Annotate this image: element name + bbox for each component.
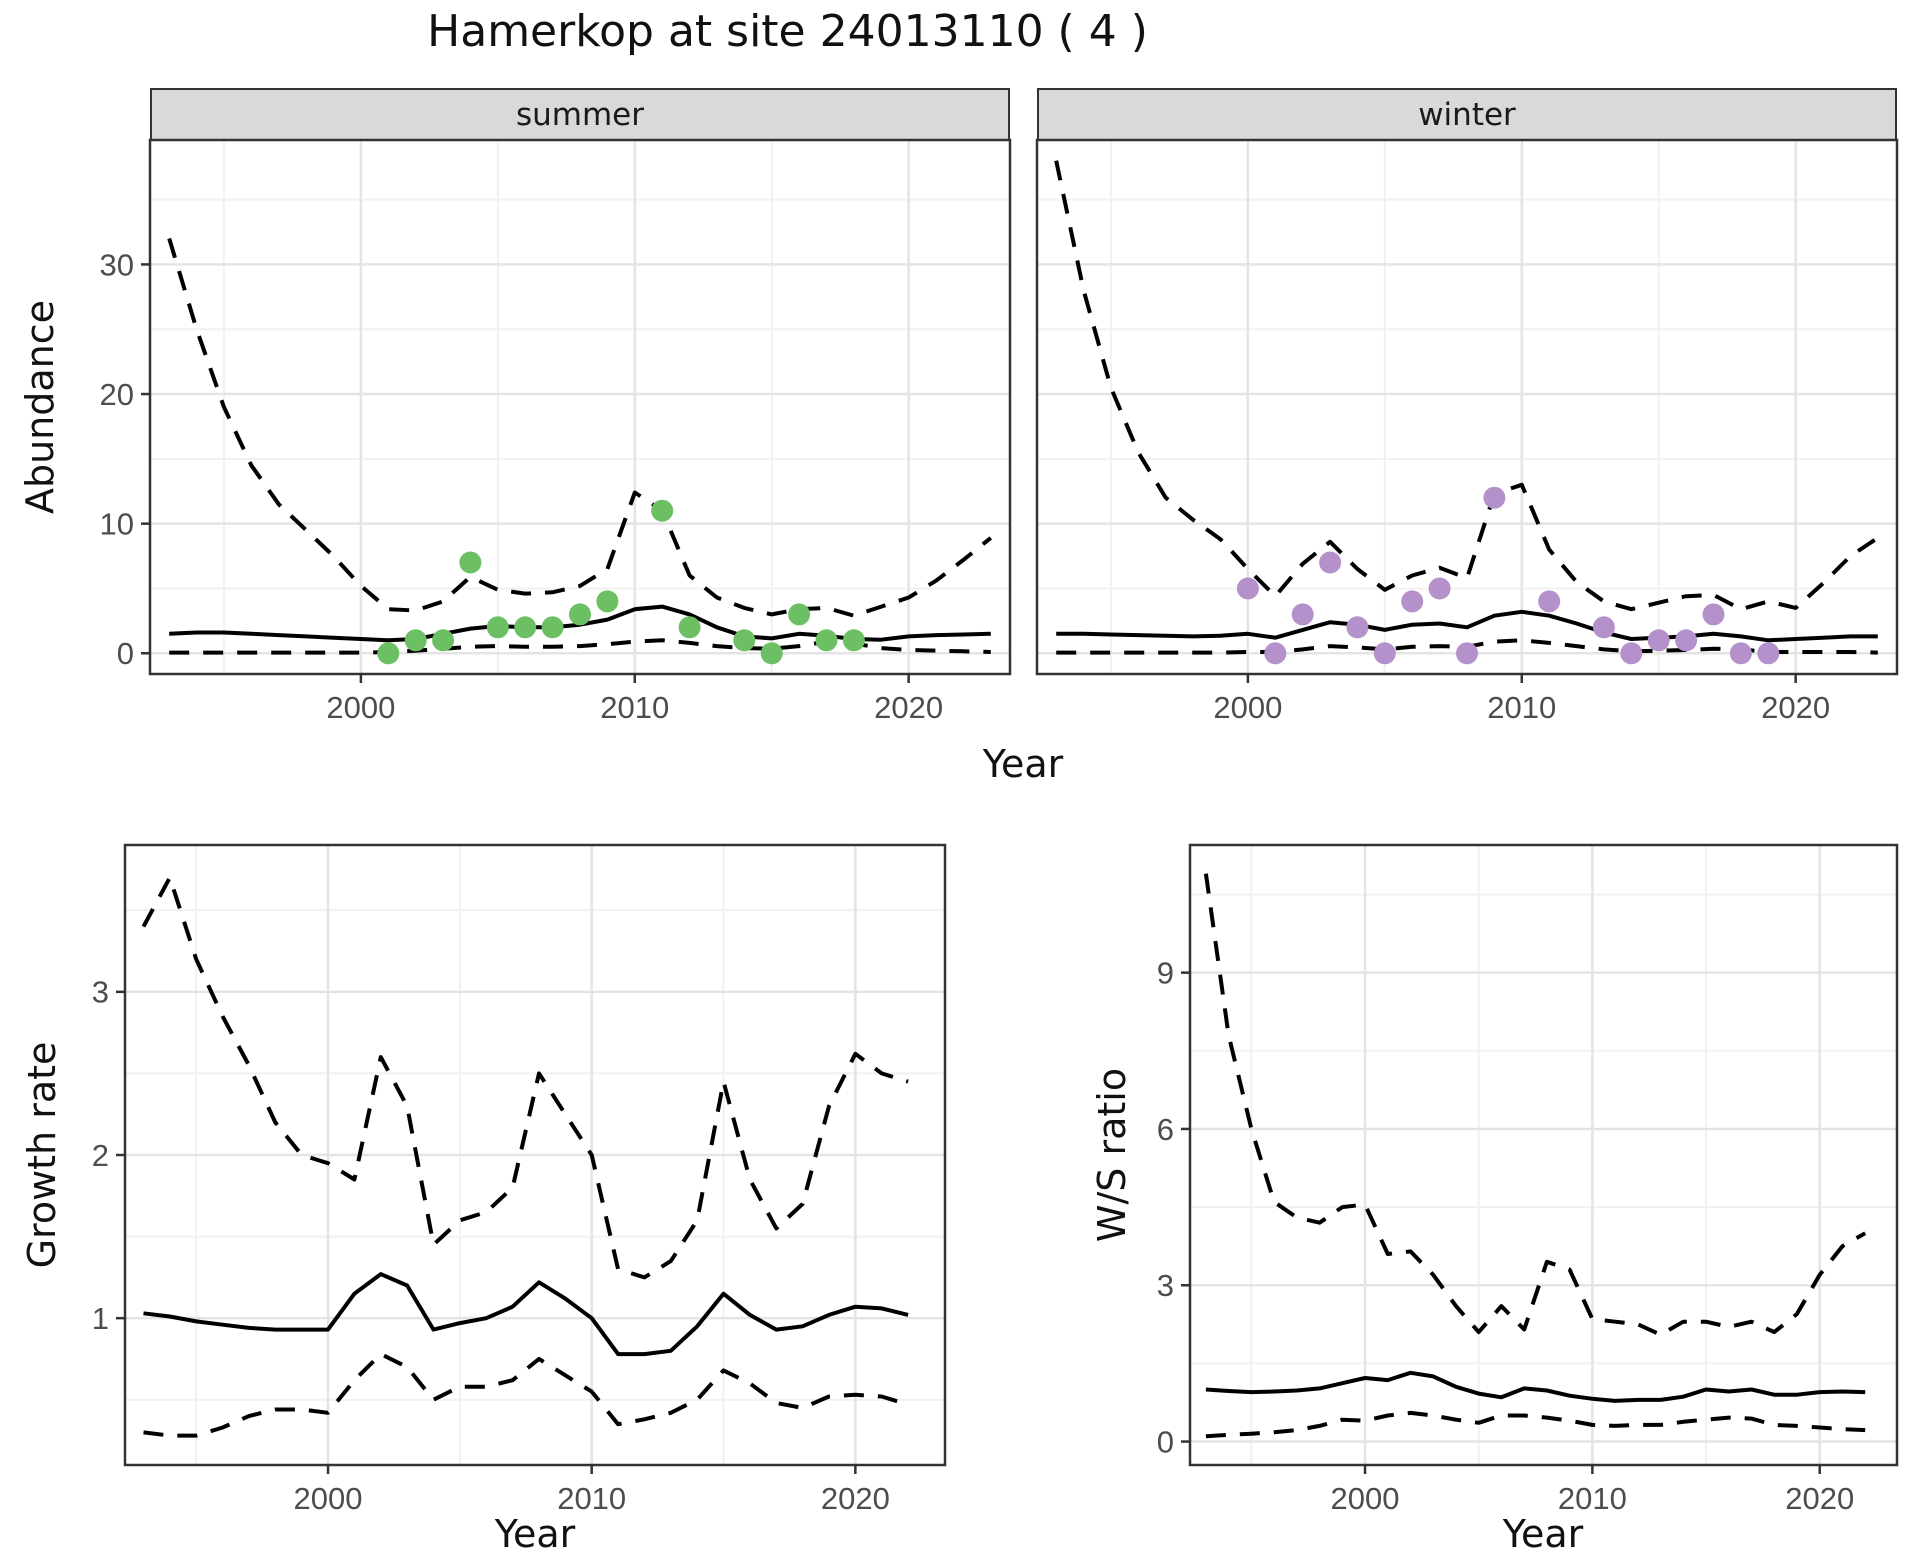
year-axis-title-top: Year <box>982 742 1064 786</box>
y-tick-label: 1 <box>92 1301 109 1336</box>
series-mean <box>1205 1370 1866 1403</box>
x-tick-label: 2020 <box>1785 1481 1854 1516</box>
y-tick-label: 0 <box>117 636 134 671</box>
facet-strip-summer: summer <box>150 88 1010 141</box>
data-point-summer-counts <box>842 629 865 652</box>
facet-label-summer: summer <box>515 96 644 133</box>
data-point-summer-counts <box>760 642 783 665</box>
series-upper_ci <box>1203 873 1867 1337</box>
series-upper_ci <box>1054 160 1879 612</box>
x-tick-label: 2000 <box>1331 1481 1400 1516</box>
data-point-summer-counts <box>486 616 509 639</box>
panel-abundance-winter <box>1037 140 1897 674</box>
data-point-winter-counts <box>1675 629 1698 652</box>
x-tick-label: 2010 <box>557 1481 626 1516</box>
data-point-winter-counts <box>1729 642 1752 665</box>
page-title: Hamerkop at site 24013110 ( 4 ) <box>427 6 1148 57</box>
x-tick-label: 2010 <box>1487 690 1556 725</box>
x-tick-label: 2010 <box>1558 1481 1627 1516</box>
data-point-winter-counts <box>1483 486 1506 509</box>
facet-label-winter: winter <box>1418 96 1516 133</box>
year-axis-title-growth: Year <box>494 1512 576 1556</box>
y-tick-label: 3 <box>92 975 109 1010</box>
y-tick-label: 9 <box>1157 955 1174 990</box>
y-tick-label: 30 <box>100 247 134 282</box>
series-lower_ci <box>1205 1410 1866 1439</box>
y-tick-label: 20 <box>100 377 134 412</box>
data-point-summer-counts <box>514 616 537 639</box>
data-point-winter-counts <box>1264 642 1287 665</box>
data-point-winter-counts <box>1319 551 1342 574</box>
series-mean <box>143 1272 909 1357</box>
data-point-summer-counts <box>651 499 674 522</box>
y-tick-label: 0 <box>1157 1424 1174 1459</box>
data-point-summer-counts <box>678 616 701 639</box>
data-point-summer-counts <box>815 629 838 652</box>
data-point-winter-counts <box>1236 577 1259 600</box>
data-point-summer-counts <box>596 590 619 613</box>
data-point-summer-counts <box>569 603 591 626</box>
x-tick-label: 2020 <box>821 1481 890 1516</box>
x-tick-label: 2000 <box>326 690 395 725</box>
y-tick-label: 3 <box>1157 1268 1174 1303</box>
x-tick-label: 2010 <box>600 690 669 725</box>
data-point-winter-counts <box>1346 616 1369 639</box>
data-point-summer-counts <box>459 551 482 574</box>
y-tick-label: 6 <box>1157 1112 1174 1147</box>
y-tick-label: 10 <box>100 507 134 542</box>
x-tick-label: 2020 <box>874 690 943 725</box>
panel-border <box>1035 138 1899 676</box>
data-point-winter-counts <box>1291 603 1314 626</box>
data-point-winter-counts <box>1592 616 1615 639</box>
data-point-winter-counts <box>1401 590 1424 613</box>
panel-abundance-summer <box>150 140 1010 674</box>
data-point-summer-counts <box>432 629 455 652</box>
data-point-winter-counts <box>1620 642 1643 665</box>
data-point-summer-counts <box>541 616 564 639</box>
data-point-winter-counts <box>1456 642 1478 665</box>
y-tick-label: 2 <box>92 1138 109 1173</box>
data-point-summer-counts <box>733 629 756 652</box>
x-tick-label: 2000 <box>1213 690 1282 725</box>
panel-ws-ratio <box>1190 845 1897 1465</box>
data-point-winter-counts <box>1757 642 1780 665</box>
data-point-summer-counts <box>377 642 400 665</box>
year-axis-title-ws: Year <box>1502 1512 1584 1556</box>
panel-border <box>1188 843 1899 1467</box>
series-lower_ci <box>143 1352 909 1438</box>
series-upper_ci <box>141 875 909 1280</box>
panel-border <box>148 138 1012 676</box>
data-point-summer-counts <box>788 603 811 626</box>
series-mean <box>1056 609 1878 643</box>
series-upper_ci <box>167 237 993 618</box>
x-tick-label: 2000 <box>294 1481 363 1516</box>
data-point-winter-counts <box>1702 603 1725 626</box>
data-point-winter-counts <box>1373 642 1396 665</box>
data-point-winter-counts <box>1538 590 1561 613</box>
data-point-summer-counts <box>404 629 427 652</box>
data-point-winter-counts <box>1428 577 1451 600</box>
x-tick-label: 2020 <box>1761 690 1830 725</box>
data-point-winter-counts <box>1647 629 1670 652</box>
facet-strip-winter: winter <box>1037 88 1897 141</box>
